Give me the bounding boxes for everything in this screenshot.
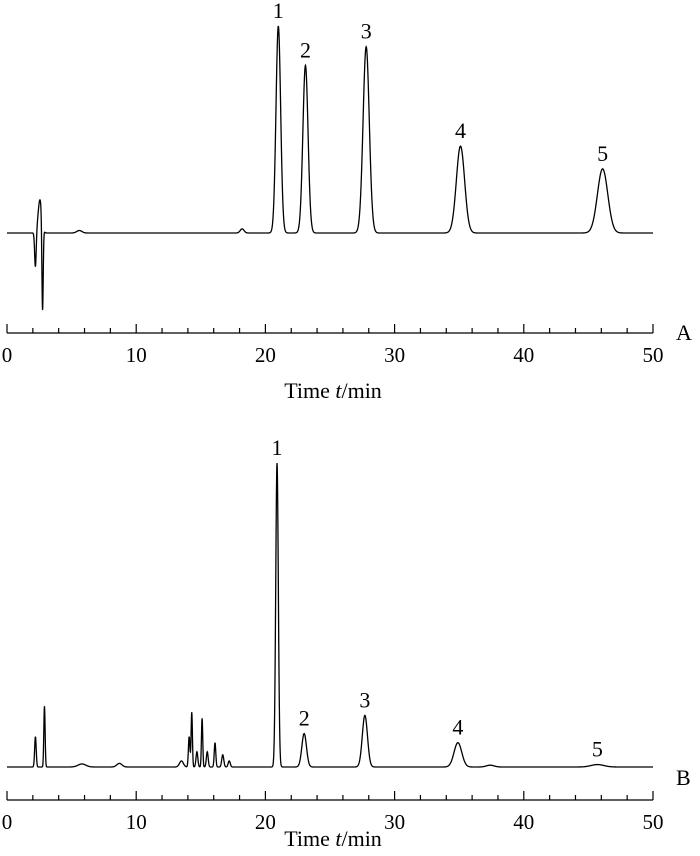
x-tick-label-a-50: 50: [643, 343, 664, 367]
chromatogram-trace-b: [7, 462, 653, 768]
x-axis-title-a: Time t/min: [284, 378, 382, 403]
x-tick-label-b-40: 40: [513, 810, 534, 834]
x-tick-label-b-20: 20: [255, 810, 276, 834]
x-tick-label-a-10: 10: [126, 343, 147, 367]
chromatogram-panel-a: 12 3 4 5 0 10 20 30 40 50 Time t/min A: [2, 0, 692, 403]
x-tick-label-a-40: 40: [513, 343, 534, 367]
peak-label-a-1: 1: [273, 0, 284, 23]
peak-label-a-2: 2: [300, 37, 311, 62]
x-tick-label-a-0: 0: [2, 343, 13, 367]
peak-label-b-3: 3: [359, 687, 370, 712]
chromatogram-panel-b: 1 2 3 4 5 0 10 20 30 40 50 Time t/min B: [2, 435, 691, 851]
panel-label-a: A: [676, 320, 692, 345]
x-tick-label-a-20: 20: [255, 343, 276, 367]
x-tick-label-a-30: 30: [384, 343, 405, 367]
peak-label-b-5: 5: [592, 737, 603, 762]
peak-label-b-1: 1: [272, 435, 283, 460]
peak-label-a-5: 5: [597, 141, 608, 166]
chromatogram-trace-a: [7, 25, 653, 311]
peak-label-b-2: 2: [299, 706, 310, 731]
x-tick-label-b-30: 30: [384, 810, 405, 834]
peak-label-b-4: 4: [452, 715, 463, 740]
peak-label-a-3: 3: [361, 19, 372, 44]
panel-label-b: B: [676, 765, 691, 790]
x-axis-title-b: Time t/min: [284, 826, 382, 851]
x-tick-label-b-0: 0: [2, 810, 13, 834]
peak-label-a-4: 4: [455, 118, 466, 143]
x-tick-label-b-10: 10: [126, 810, 147, 834]
x-tick-label-b-50: 50: [643, 810, 664, 834]
